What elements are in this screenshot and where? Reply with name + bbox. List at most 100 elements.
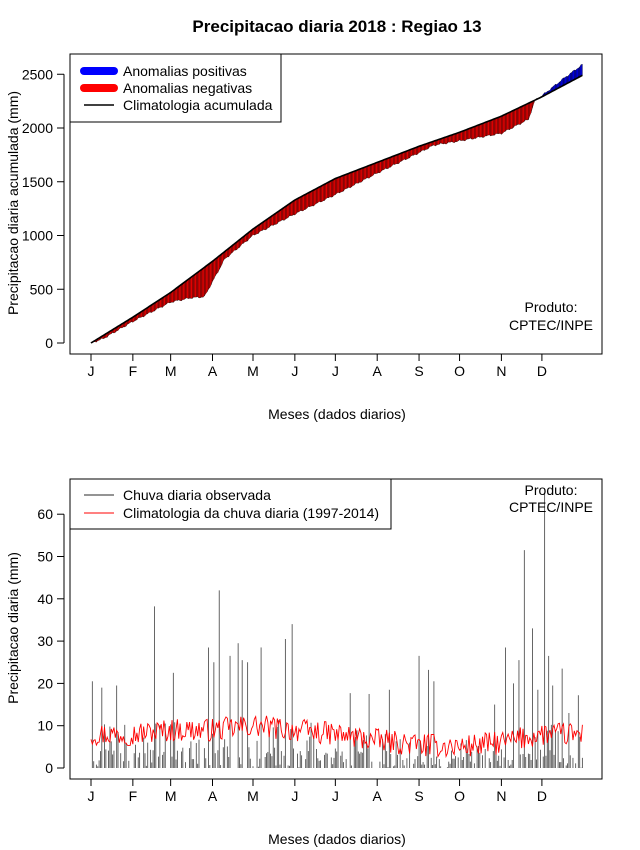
anomaly-negative-segment — [336, 177, 339, 194]
anomaly-negative-segment — [189, 277, 192, 299]
anomaly-negative-segment — [375, 162, 378, 174]
cumulative-y-tick-label: 500 — [30, 281, 54, 297]
anomaly-negative-segment — [455, 132, 458, 142]
anomaly-negative-segment — [485, 121, 487, 137]
anomaly-negative-segment — [405, 150, 408, 161]
anomaly-negative-segment — [305, 193, 308, 210]
anomaly-negative-segment — [290, 201, 293, 216]
anomaly-negative-segment — [526, 103, 529, 121]
daily-x-tick-label: J — [291, 788, 298, 804]
anomaly-negative-segment — [177, 286, 179, 301]
anomaly-negative-segment — [296, 198, 298, 215]
anomaly-negative-segment — [359, 168, 362, 183]
figure-title: Precipitacao diaria 2018 : Regiao 13 — [192, 17, 481, 36]
anomaly-negative-segment — [362, 167, 364, 182]
anomaly-negative-segment — [354, 170, 356, 186]
anomaly-negative-segment — [291, 200, 294, 216]
anomaly-negative-segment — [391, 155, 394, 166]
anomaly-negative-segment — [463, 129, 466, 142]
legend-label-daily-climatology: Climatologia da chuva diaria (1997-2014) — [123, 505, 379, 521]
daily-y-tick-label: 50 — [37, 549, 53, 565]
daily-x-tick-label: J — [332, 788, 339, 804]
cumulative-x-tick-label: M — [165, 363, 177, 379]
anomaly-positive-segment — [572, 69, 575, 81]
anomaly-negative-segment — [327, 181, 329, 198]
anomaly-negative-segment — [205, 264, 208, 295]
anomaly-negative-segment — [185, 280, 188, 299]
anomaly-negative-segment — [370, 164, 372, 178]
anomaly-negative-segment — [374, 162, 377, 174]
anomaly-negative-segment — [516, 108, 518, 126]
anomaly-negative-segment — [518, 106, 521, 125]
anomaly-negative-segment — [213, 258, 216, 280]
daily-x-tick-label: J — [88, 788, 95, 804]
anomaly-negative-segment — [509, 111, 512, 131]
anomaly-negative-segment — [507, 112, 510, 130]
anomaly-negative-segment — [208, 262, 210, 290]
anomaly-negative-segment — [513, 109, 516, 128]
anomaly-negative-segment — [201, 267, 204, 298]
anomaly-positive-segment — [578, 66, 580, 78]
anomaly-negative-segment — [466, 128, 468, 140]
daily-y-tick-label: 60 — [37, 506, 53, 522]
anomaly-negative-segment — [304, 193, 306, 210]
anomaly-negative-segment — [452, 133, 455, 144]
cumulative-product-label: Produto: — [525, 299, 578, 315]
daily-x-tick-label: F — [129, 788, 138, 804]
anomaly-positive-segment — [579, 64, 582, 78]
anomaly-negative-segment — [482, 122, 485, 138]
anomaly-negative-segment — [281, 208, 283, 221]
daily-x-tick-label: M — [165, 788, 177, 804]
daily-y-tick-label: 40 — [37, 591, 53, 607]
anomaly-negative-segment — [196, 272, 198, 298]
anomaly-negative-segment — [197, 271, 200, 299]
anomaly-negative-segment — [300, 196, 302, 211]
anomaly-negative-segment — [293, 199, 296, 216]
anomaly-negative-segment — [503, 113, 506, 133]
anomaly-negative-segment — [297, 197, 300, 213]
anomaly-negative-segment — [313, 188, 316, 207]
anomaly-negative-segment — [476, 124, 479, 138]
cumulative-x-axis-label: Meses (dados diarios) — [268, 406, 406, 422]
anomaly-negative-segment — [215, 257, 217, 277]
daily-product-name: CPTEC/INPE — [509, 499, 593, 515]
anomaly-negative-segment — [320, 185, 323, 203]
anomaly-negative-segment — [329, 180, 332, 198]
anomaly-negative-segment — [366, 165, 368, 179]
anomaly-negative-segment — [498, 116, 501, 134]
anomaly-negative-segment — [194, 273, 197, 298]
anomaly-negative-segment — [499, 115, 502, 135]
cumulative-legend: Anomalias positivas Anomalias negativas … — [69, 53, 282, 123]
anomaly-negative-segment — [493, 118, 495, 136]
anomaly-negative-segment — [495, 117, 498, 134]
anomaly-negative-segment — [335, 177, 337, 196]
anomaly-negative-segment — [360, 167, 363, 183]
anomaly-negative-segment — [285, 205, 287, 220]
anomaly-negative-segment — [216, 256, 219, 275]
anomaly-negative-segment — [341, 175, 344, 192]
anomaly-negative-segment — [460, 131, 463, 141]
anomaly-negative-segment — [174, 288, 177, 302]
daily-x-tick-label: S — [414, 788, 423, 804]
cumulative-x-tick-label: N — [496, 363, 506, 379]
daily-product-label: Produto: — [525, 482, 578, 498]
anomaly-negative-segment — [302, 194, 305, 212]
anomaly-negative-segment — [314, 188, 317, 205]
anomaly-negative-segment — [317, 186, 320, 204]
anomaly-negative-segment — [275, 211, 278, 225]
anomaly-negative-segment — [468, 127, 471, 140]
anomaly-negative-segment — [479, 123, 482, 138]
anomaly-negative-segment — [386, 157, 389, 169]
anomaly-negative-segment — [344, 174, 347, 190]
anomaly-negative-segment — [200, 269, 202, 298]
anomaly-negative-segment — [179, 284, 182, 301]
anomaly-negative-segment — [182, 282, 185, 300]
anomaly-negative-segment — [173, 289, 175, 303]
anomaly-negative-segment — [282, 207, 285, 221]
cumulative-x-tick-label: J — [291, 363, 298, 379]
cumulative-x-tick-label: J — [332, 363, 339, 379]
anomaly-negative-segment — [363, 166, 366, 180]
anomaly-negative-segment — [331, 179, 333, 198]
